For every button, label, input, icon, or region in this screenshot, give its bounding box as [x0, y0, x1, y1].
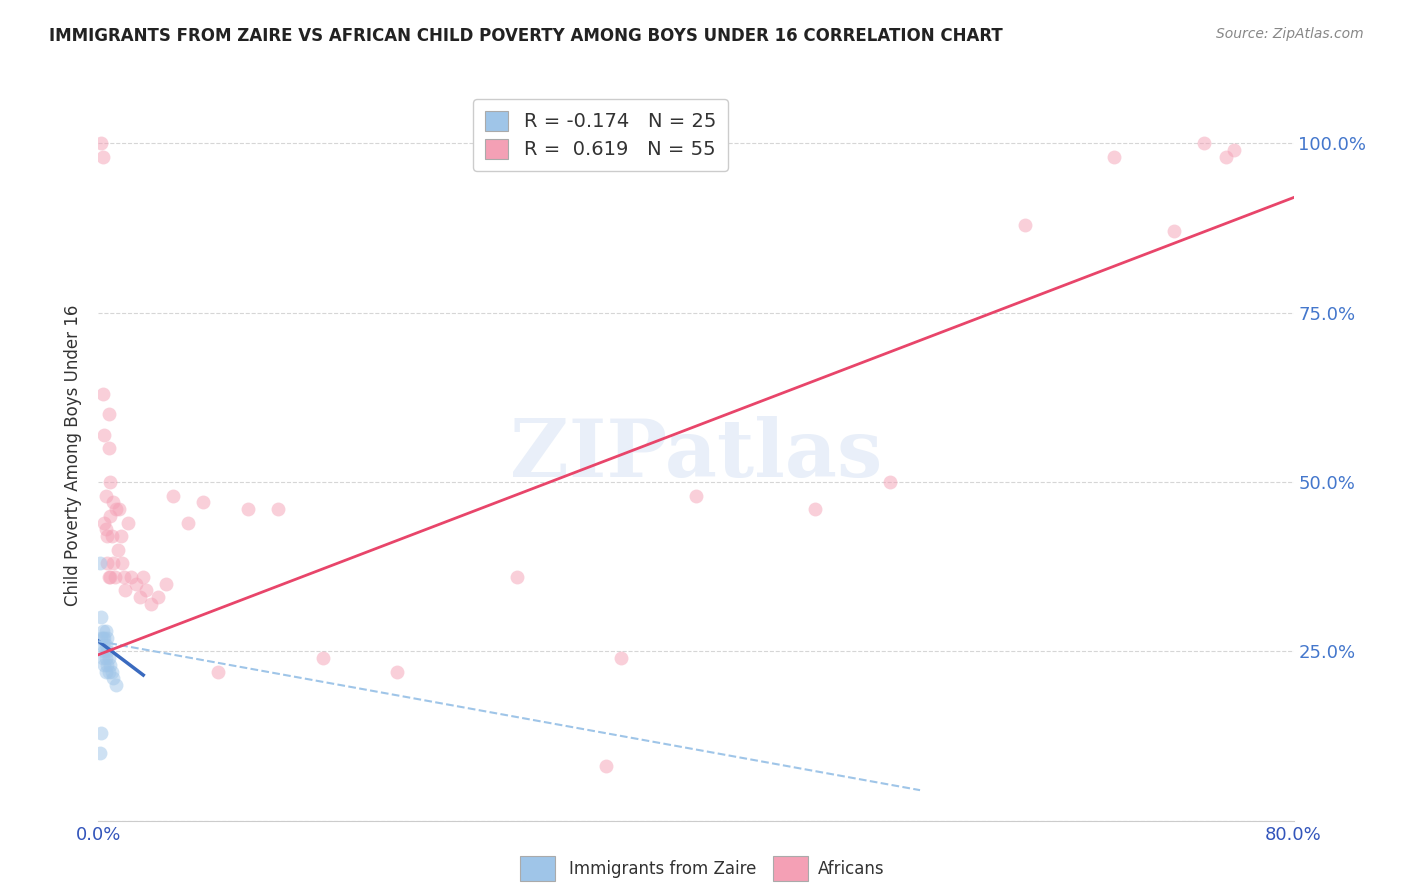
- Point: [506, 570, 529, 584]
- Point: [110, 529, 132, 543]
- Point: [91, 638, 114, 652]
- Point: [101, 529, 124, 543]
- Point: [103, 556, 125, 570]
- Point: [1215, 150, 1237, 164]
- Point: [94, 489, 117, 503]
- Point: [96, 657, 118, 672]
- Point: [267, 502, 290, 516]
- Point: [385, 665, 409, 679]
- Point: [98, 508, 122, 523]
- Point: [191, 495, 214, 509]
- Point: [1104, 150, 1126, 164]
- Point: [91, 651, 114, 665]
- Point: [103, 495, 125, 509]
- Point: [97, 407, 120, 421]
- Point: [93, 427, 115, 442]
- Point: [97, 651, 120, 665]
- Point: [104, 570, 127, 584]
- Point: [1223, 143, 1246, 157]
- Point: [111, 556, 134, 570]
- Point: [94, 638, 117, 652]
- Text: Africans: Africans: [818, 860, 884, 878]
- Point: [90, 725, 112, 739]
- Point: [595, 759, 617, 773]
- Point: [105, 502, 128, 516]
- Point: [117, 516, 139, 530]
- Point: [94, 624, 117, 638]
- Point: [90, 610, 112, 624]
- Point: [685, 489, 707, 503]
- Point: [148, 590, 170, 604]
- Point: [94, 651, 117, 665]
- Text: IMMIGRANTS FROM ZAIRE VS AFRICAN CHILD POVERTY AMONG BOYS UNDER 16 CORRELATION C: IMMIGRANTS FROM ZAIRE VS AFRICAN CHILD P…: [49, 27, 1002, 45]
- Point: [97, 665, 120, 679]
- Point: [108, 502, 131, 516]
- Point: [96, 644, 118, 658]
- Point: [107, 542, 129, 557]
- Point: [112, 570, 135, 584]
- Point: [132, 570, 155, 584]
- Text: Source: ZipAtlas.com: Source: ZipAtlas.com: [1216, 27, 1364, 41]
- Y-axis label: Child Poverty Among Boys Under 16: Child Poverty Among Boys Under 16: [65, 304, 83, 606]
- Point: [879, 475, 901, 489]
- Point: [125, 576, 148, 591]
- Point: [162, 489, 184, 503]
- Point: [91, 150, 114, 164]
- Point: [97, 570, 120, 584]
- Point: [135, 583, 157, 598]
- Point: [93, 631, 115, 645]
- Point: [93, 644, 115, 658]
- Point: [96, 529, 118, 543]
- Point: [236, 502, 259, 516]
- Point: [129, 590, 152, 604]
- Point: [94, 665, 117, 679]
- Point: [94, 523, 117, 537]
- Point: [96, 631, 118, 645]
- Point: [207, 665, 229, 679]
- Point: [105, 678, 128, 692]
- Point: [155, 576, 177, 591]
- Point: [103, 672, 125, 686]
- Text: ZIPatlas: ZIPatlas: [510, 416, 882, 494]
- Point: [96, 556, 118, 570]
- Point: [93, 516, 115, 530]
- Point: [97, 441, 120, 455]
- Point: [139, 597, 162, 611]
- Point: [120, 570, 142, 584]
- Point: [93, 657, 115, 672]
- Point: [91, 631, 114, 645]
- Point: [610, 651, 633, 665]
- Point: [91, 387, 114, 401]
- Text: Immigrants from Zaire: Immigrants from Zaire: [569, 860, 756, 878]
- Point: [89, 556, 111, 570]
- Point: [177, 516, 200, 530]
- Point: [98, 475, 122, 489]
- Point: [114, 583, 136, 598]
- Point: [98, 570, 122, 584]
- Point: [90, 136, 112, 151]
- Point: [311, 651, 333, 665]
- Point: [89, 746, 111, 760]
- Point: [1014, 218, 1036, 232]
- Point: [101, 665, 124, 679]
- Legend: R = -0.174   N = 25, R =  0.619   N = 55: R = -0.174 N = 25, R = 0.619 N = 55: [472, 99, 728, 171]
- Point: [1192, 136, 1215, 151]
- Point: [1163, 224, 1185, 238]
- Point: [98, 657, 122, 672]
- Point: [91, 624, 114, 638]
- Point: [90, 631, 112, 645]
- Point: [804, 502, 827, 516]
